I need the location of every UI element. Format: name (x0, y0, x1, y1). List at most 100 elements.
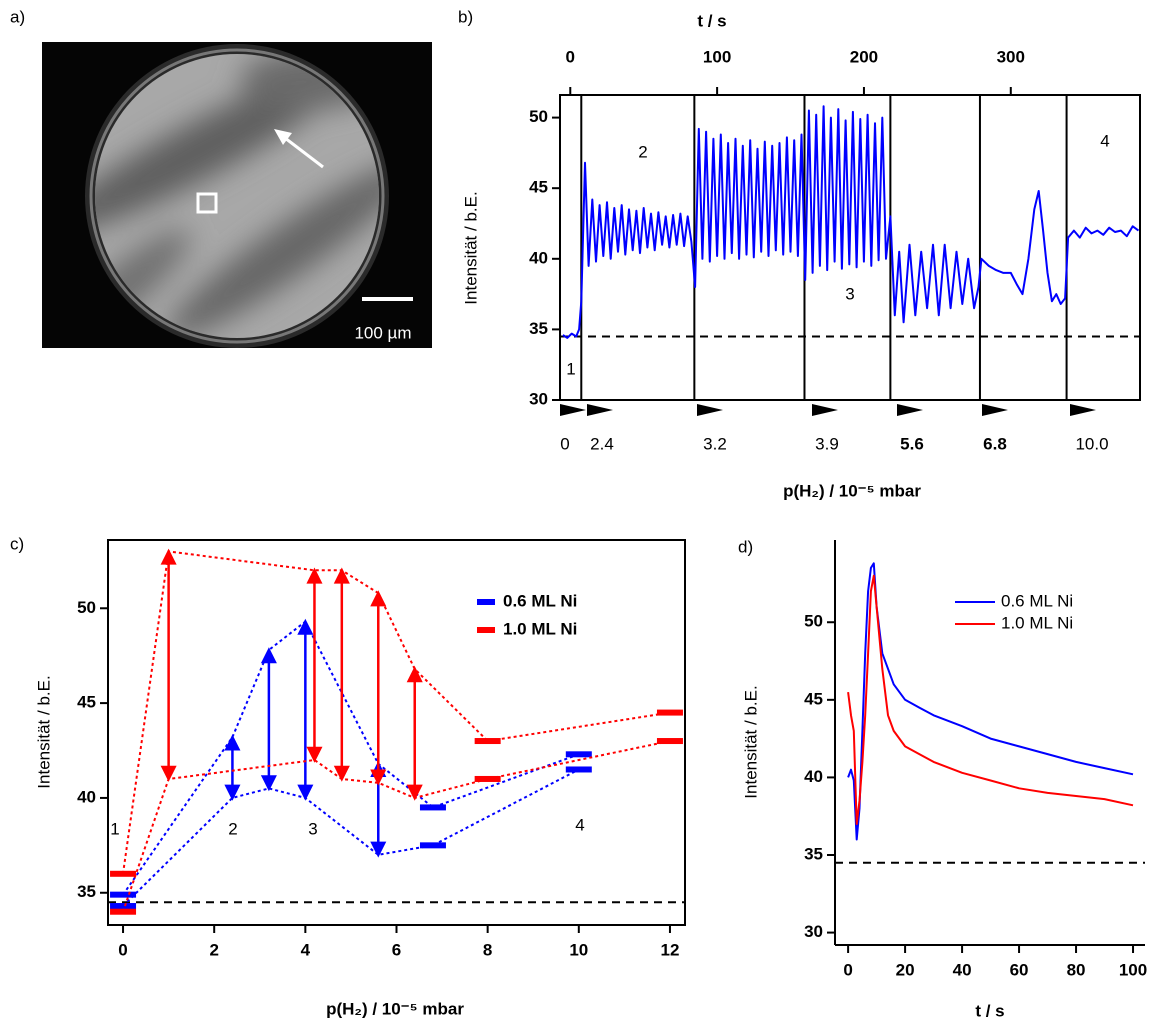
level-bar (110, 903, 137, 910)
y-tick-label: 50 (804, 612, 823, 631)
pressure-marker (982, 404, 1008, 416)
pressure-label: 10.0 (1075, 434, 1108, 453)
legend-swatch (477, 599, 495, 605)
legend-swatch (477, 627, 495, 633)
pressure-label: 5.6 (900, 434, 924, 453)
region-label: 3 (308, 819, 317, 838)
y-tick-label: 50 (529, 107, 548, 126)
x-tick-label: 8 (483, 940, 492, 959)
pressure-marker (697, 404, 723, 416)
y-tick-label: 45 (804, 689, 823, 708)
y-axis-title: Intensität / b.E. (34, 675, 53, 788)
range-arrow (306, 567, 323, 763)
range-arrow (297, 618, 314, 801)
level-bar (565, 751, 592, 758)
x-tick-label: 10 (569, 940, 588, 959)
range-arrow (370, 590, 387, 786)
x-tick-label: 100 (1119, 960, 1147, 979)
micrograph: 100 µm (42, 42, 432, 348)
x-tick-label: 0 (118, 940, 127, 959)
panel-label: b) (458, 7, 473, 26)
level-bar (656, 738, 683, 745)
pressure-marker (812, 404, 838, 416)
pressure-marker (1070, 404, 1096, 416)
pressure-label: 0 (560, 434, 569, 453)
pressure-marker (560, 404, 586, 416)
data-line (562, 105, 1140, 339)
pressure-marker (587, 404, 613, 416)
y-tick-label: 40 (804, 767, 823, 786)
data-line (847, 574, 1134, 825)
x-tick-label: 2 (209, 940, 218, 959)
x-tick-label: 40 (953, 960, 972, 979)
x-tick-label: 100 (703, 47, 731, 66)
plot-frame (107, 539, 686, 926)
x-tick-label: 12 (660, 940, 679, 959)
x-tick-label: 0 (566, 47, 575, 66)
y-axis-title: Intensität / b.E. (741, 685, 760, 798)
x-axis-title: p(H₂) / 10⁻⁵ mbar (326, 999, 464, 1018)
level-bar (565, 766, 592, 773)
region-label: 4 (575, 815, 584, 834)
region-label: 2 (638, 142, 647, 161)
level-bar (474, 775, 501, 782)
range-arrow (406, 666, 423, 801)
range-arrow (333, 567, 350, 782)
plot-frame (559, 94, 1141, 401)
x-axis-title: t / s (697, 11, 726, 30)
y-axis-title: Intensität / b.E. (461, 191, 480, 304)
region-label: 3 (845, 284, 854, 303)
pressure-label: 6.8 (983, 434, 1007, 453)
legend-label: 1.0 ML Ni (1001, 613, 1073, 632)
range-arrow (224, 734, 241, 801)
region-label: 4 (1100, 131, 1109, 150)
image-ring (89, 48, 385, 344)
arrow (284, 136, 324, 169)
arrow-head (274, 129, 292, 145)
x-tick-label: 60 (1010, 960, 1029, 979)
y-tick-label: 30 (529, 389, 548, 408)
legend-label: 0.6 ML Ni (503, 591, 577, 610)
range-arrow (160, 548, 177, 782)
pressure-label: 2.4 (590, 434, 614, 453)
level-bar (419, 842, 446, 849)
level-bar (419, 804, 446, 811)
x-tick-label: 20 (896, 960, 915, 979)
level-bar (474, 738, 501, 745)
y-tick-label: 30 (804, 922, 823, 941)
panel-label: a) (10, 7, 25, 26)
region-label: 1 (566, 359, 575, 378)
roi-box (196, 192, 218, 214)
x-tick-label: 4 (301, 940, 311, 959)
level-bar (110, 908, 137, 915)
envelope-line (122, 620, 580, 896)
region-label: 1 (110, 819, 119, 838)
x-tick-label: 0 (843, 960, 852, 979)
pressure-marker (897, 404, 923, 416)
x-tick-label: 80 (1067, 960, 1086, 979)
y-tick-label: 35 (529, 319, 548, 338)
legend-label: 0.6 ML Ni (1001, 591, 1073, 610)
y-tick-label: 45 (77, 693, 96, 712)
scale-bar-label: 100 µm (354, 323, 411, 342)
x-tick-label: 300 (997, 47, 1025, 66)
level-bar (110, 870, 137, 877)
y-tick-label: 45 (529, 178, 548, 197)
envelope-line (122, 740, 671, 913)
y-tick-label: 40 (77, 787, 96, 806)
y-tick-label: 50 (77, 598, 96, 617)
x-axis-title: t / s (975, 1001, 1004, 1020)
panel-label: d) (738, 537, 753, 556)
region-label: 2 (228, 819, 237, 838)
data-line (847, 562, 1134, 841)
pressure-label: 3.9 (815, 434, 839, 453)
y-tick-label: 35 (77, 882, 96, 901)
envelope-line (122, 768, 580, 907)
level-bar (110, 891, 137, 898)
y-tick-label: 40 (529, 248, 548, 267)
y-tick-label: 35 (804, 844, 823, 863)
envelope-line (122, 550, 671, 874)
x-tick-label: 6 (392, 940, 401, 959)
pressure-label: 3.2 (703, 434, 727, 453)
